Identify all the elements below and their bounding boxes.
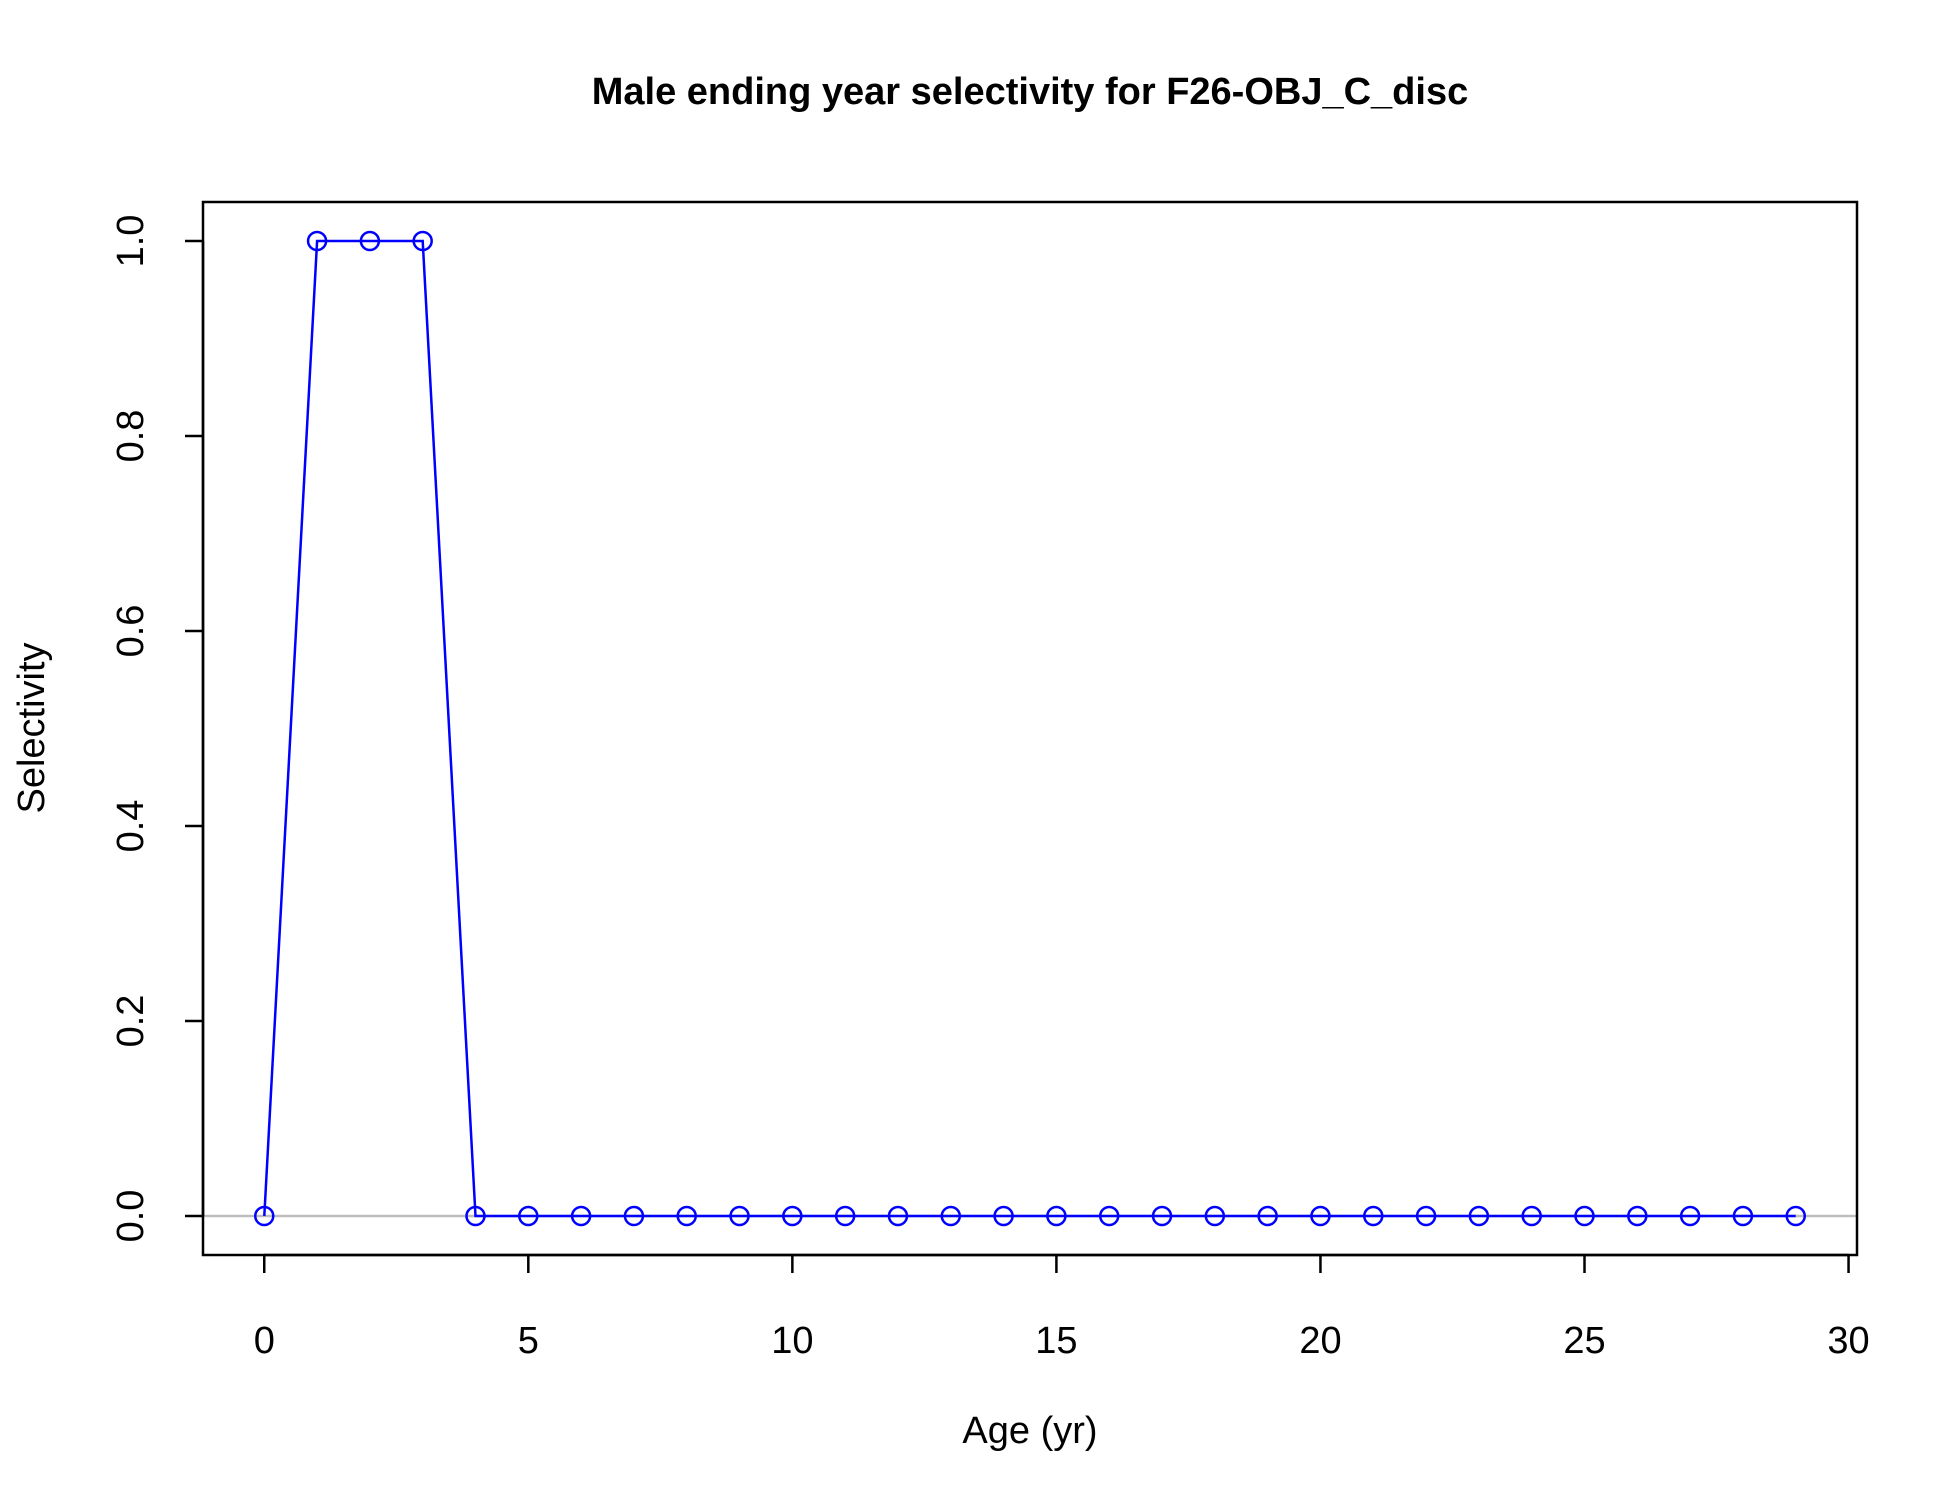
data-point	[412, 230, 433, 252]
x-tick-label: 10	[771, 1320, 813, 1362]
y-tick-label: 0.8	[110, 410, 152, 463]
data-point	[570, 1205, 592, 1227]
chart-title: Male ending year selectivity for F26-OBJ…	[592, 71, 1468, 113]
y-axis-label: Selectivity	[11, 642, 53, 813]
data-point	[1257, 1205, 1278, 1227]
x-tick-label: 0	[254, 1320, 275, 1362]
y-tick-label: 0.2	[110, 995, 152, 1048]
y-tick-label: 0.6	[110, 605, 152, 658]
data-point	[1732, 1205, 1754, 1227]
x-tick-label: 5	[518, 1320, 539, 1362]
data-point	[306, 230, 328, 252]
series-line	[263, 239, 1796, 1218]
data-point	[1415, 1205, 1437, 1227]
data-point	[1310, 1205, 1331, 1227]
y-tick-label: 0.0	[110, 1190, 152, 1243]
data-point	[1204, 1205, 1226, 1227]
x-tick-label: 20	[1299, 1320, 1341, 1362]
data-point	[1363, 1205, 1384, 1227]
data-point	[1521, 1205, 1542, 1227]
data-point	[993, 1205, 1014, 1227]
data-point	[729, 1205, 750, 1227]
data-point	[1151, 1205, 1173, 1227]
x-tick-label: 25	[1563, 1320, 1605, 1362]
data-point	[940, 1205, 962, 1227]
data-point	[1468, 1205, 1490, 1227]
data-point	[782, 1205, 803, 1227]
data-point	[254, 1205, 275, 1227]
y-tick-label: 0.4	[110, 800, 152, 853]
data-point	[623, 1205, 645, 1227]
data-point	[465, 1205, 486, 1227]
data-point	[676, 1205, 697, 1227]
data-point	[1046, 1205, 1067, 1227]
data-point	[1574, 1205, 1595, 1227]
data-point	[1785, 1205, 1806, 1227]
data-point	[887, 1205, 909, 1227]
x-tick-label: 15	[1035, 1320, 1077, 1362]
series-layer	[254, 230, 1806, 1227]
data-point	[518, 1205, 539, 1227]
y-tick-label: 1.0	[110, 215, 152, 268]
data-point	[359, 230, 381, 252]
data-point	[834, 1205, 856, 1227]
data-point	[1679, 1205, 1701, 1227]
plot-box	[201, 200, 1859, 1257]
x-axis: 0 5 10 15 20 25 30	[254, 1253, 1870, 1362]
x-axis-label: Age (yr)	[962, 1410, 1097, 1452]
data-point	[1098, 1205, 1120, 1227]
data-point	[1627, 1205, 1648, 1227]
y-axis: 0.0 0.2 0.4 0.6 0.8 1.0	[110, 215, 205, 1243]
x-tick-label: 30	[1827, 1320, 1869, 1362]
